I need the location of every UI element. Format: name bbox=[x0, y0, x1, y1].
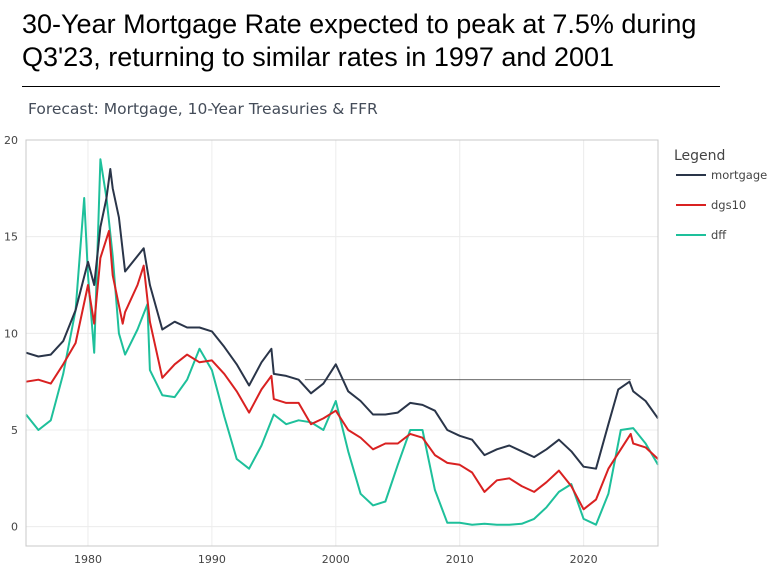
legend-title: Legend bbox=[674, 148, 725, 164]
series-lines bbox=[25, 158, 659, 526]
chart-title: Forecast: Mortgage, 10-Year Treasuries &… bbox=[28, 100, 378, 118]
headline-divider bbox=[22, 86, 720, 87]
series-line-mortgage bbox=[25, 168, 659, 470]
y-tick-label: 15 bbox=[4, 231, 18, 244]
series-line-dff bbox=[25, 158, 659, 526]
headline: 30-Year Mortgage Rate expected to peak a… bbox=[22, 9, 697, 72]
legend-label-mortgage: mortgage bbox=[711, 168, 767, 182]
y-tick-label: 20 bbox=[4, 134, 18, 147]
x-tick-label: 1980 bbox=[74, 553, 102, 566]
y-tick-label: 0 bbox=[11, 521, 18, 534]
x-axis-ticks: 1980 1990 2000 2010 2020 bbox=[74, 553, 598, 566]
x-tick-label: 2020 bbox=[570, 553, 598, 566]
legend-label-dgs10: dgs10 bbox=[711, 198, 746, 212]
plot-frame bbox=[25, 139, 659, 547]
x-tick-label: 2010 bbox=[446, 553, 474, 566]
y-tick-label: 10 bbox=[4, 327, 18, 340]
legend: Legend mortgage dgs10 dff bbox=[674, 148, 767, 242]
y-tick-label: 5 bbox=[11, 424, 18, 437]
x-tick-label: 2000 bbox=[322, 553, 350, 566]
y-axis-ticks: 0 5 10 15 20 bbox=[4, 134, 18, 534]
x-tick-label: 1990 bbox=[198, 553, 226, 566]
legend-label-dff: dff bbox=[711, 228, 727, 242]
series-line-dgs10 bbox=[25, 229, 659, 511]
